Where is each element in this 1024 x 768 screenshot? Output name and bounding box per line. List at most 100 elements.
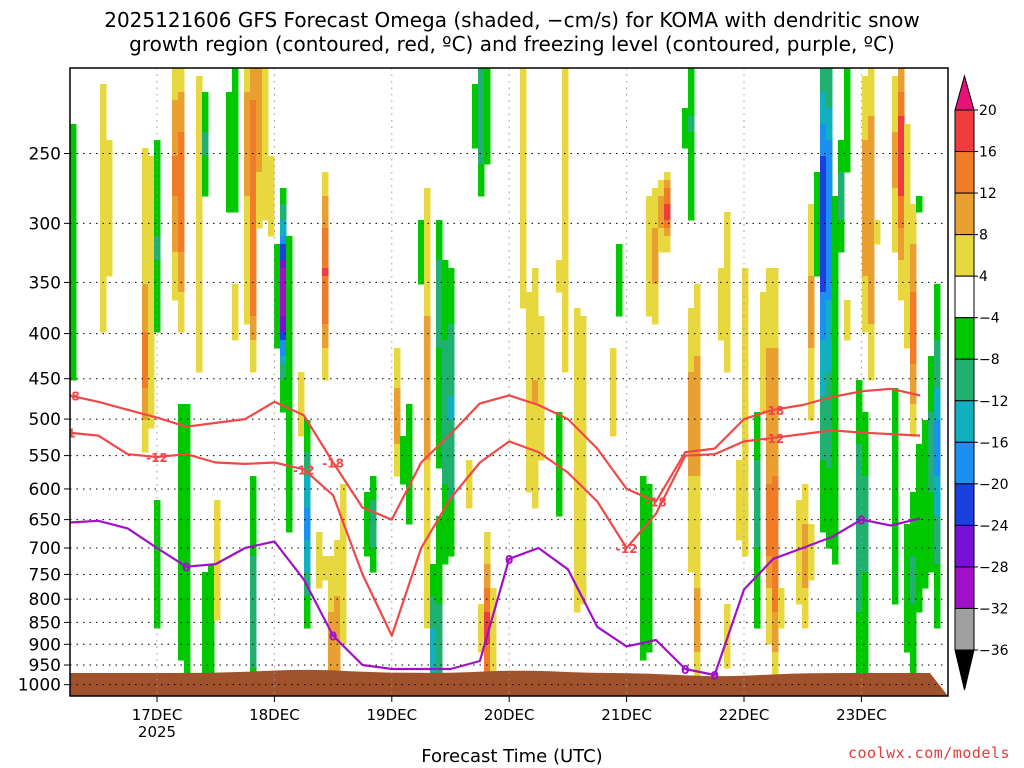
omega-cell-2138 [856,548,863,557]
omega-cell-1021 [442,412,449,421]
omega-cell-1949 [820,292,827,301]
omega-cell-464 [244,116,251,125]
omega-cell-1102 [478,164,485,173]
omega-cell-1197 [526,372,533,381]
omega-cell-341 [196,228,203,237]
omega-cell-1566 [694,324,701,333]
omega-cell-581 [262,108,269,117]
omega-cell-903 [424,404,431,413]
omega-cell-2272 [892,148,899,157]
omega-cell-2128 [856,468,863,477]
omega-cell-105 [142,348,149,357]
omega-cell-816 [364,532,371,541]
omega-cell-849 [400,452,407,461]
omega-cell-1034 [442,516,449,525]
omega-cell-210 [172,212,179,221]
y-tick-label-350: 350 [29,273,61,293]
omega-cell-1927 [820,116,827,125]
omega-cell-1537 [688,380,695,389]
omega-cell-885 [424,260,431,269]
omega-cell-129 [148,244,155,253]
omega-cell-2208 [862,572,869,581]
omega-cell-1982 [826,92,833,101]
omega-cell-1948 [820,284,827,293]
omega-cell-1115 [484,92,491,101]
omega-cell-254 [178,404,185,413]
omega-cell-2539 [934,508,941,517]
omega-cell-642 [280,380,287,389]
omega-cell-773 [334,556,341,565]
omega-cell-527 [250,364,257,373]
omega-cell-72 [106,212,113,221]
omega-cell-633 [280,308,287,317]
omega-cell-298 [184,500,191,509]
omega-cell-29 [70,356,77,365]
omega-cell-877 [424,196,431,205]
omega-cell-811 [364,492,371,501]
omega-cell-1613 [718,268,725,277]
omega-cell-1192 [526,332,533,341]
omega-cell-2116 [844,332,851,341]
omega-cell-1145 [490,588,497,597]
omega-cell-38 [100,132,107,141]
omega-cell-24 [70,316,77,325]
omega-cell-1677 [742,404,749,413]
omega-cell-183 [154,556,161,565]
omega-cell-1767 [766,500,773,509]
omega-cell-797 [340,532,347,541]
omega-cell-902 [424,396,431,405]
omega-cell-471 [244,172,251,181]
omega-cell-1074 [448,540,455,549]
omega-cell-1573 [694,380,701,389]
omega-cell-1433 [646,204,653,213]
omega-cell-1007 [442,300,449,309]
omega-cell-135 [148,292,155,301]
omega-cell-344 [196,252,203,261]
omega-cell-1989 [826,148,833,157]
omega-cell-1109 [478,628,485,637]
omega-cell-2283 [892,236,899,245]
omega-cell-1053 [448,372,455,381]
omega-cell-1828 [772,612,779,621]
omega-cell-759 [328,604,335,613]
omega-cell-638 [280,348,287,357]
omega-cell-2163 [862,132,869,141]
omega-cell-1180 [520,252,527,261]
omega-cell-1642 [724,604,731,613]
omega-cell-1908 [814,172,821,181]
omega-cell-366 [202,148,209,157]
x-tick-label-18DEC: 18DEC [249,706,300,724]
omega-cell-4 [70,156,77,165]
omega-cell-1273 [556,484,563,493]
omega-cell-2052 [832,300,839,309]
omega-cell-1238 [532,476,539,485]
omega-cell-1449 [646,500,653,509]
omega-cell-872 [418,252,425,261]
omega-cell-1863 [802,540,809,549]
omega-cell-645 [280,404,287,413]
omega-cell-2274 [892,164,899,173]
omega-cell-1829 [772,620,779,629]
omega-cell-666 [286,396,293,405]
omega-cell-1738 [766,268,773,277]
omega-cell-409 [214,548,221,557]
omega-cell-1512 [688,92,695,101]
omega-cell-1590 [694,516,701,525]
omega-cell-11 [70,212,77,221]
omega-cell-905 [424,420,431,429]
omega-cell-582 [262,116,269,125]
omega-cell-2200 [862,508,869,517]
omega-cell-1363 [580,396,587,405]
omega-cell-1266 [556,428,563,437]
omega-cell-1732 [760,364,767,373]
omega-cell-2071 [832,452,839,461]
omega-cell-1276 [556,508,563,517]
omega-cell-213 [172,236,179,245]
omega-cell-2140 [856,564,863,573]
omega-cell-1831 [772,636,779,645]
omega-cell-1045 [448,308,455,317]
omega-cell-211 [172,220,179,229]
omega-cell-174 [154,316,161,325]
omega-cell-1329 [574,420,581,429]
omega-cell-1022 [442,420,449,429]
